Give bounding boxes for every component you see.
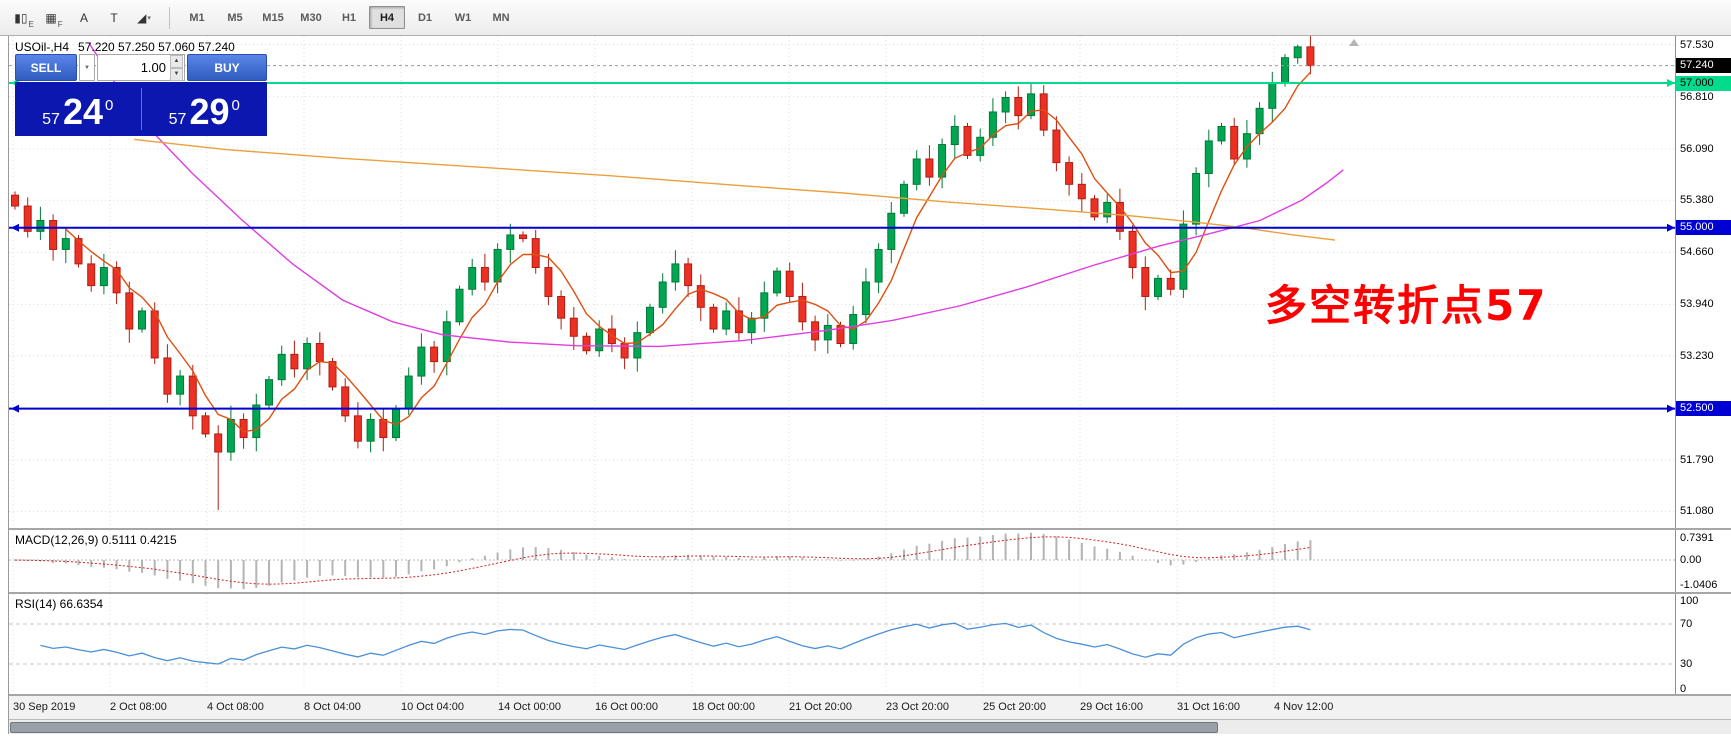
time-axis[interactable]: 30 Sep 2019 2 Oct 08:00 4 Oct 08:00 8 Oct 0… <box>9 696 1731 720</box>
volume-value: 1.00 <box>140 60 166 75</box>
buy-price-sup: 0 <box>231 97 240 114</box>
buy-price-pips: 29 <box>189 91 230 132</box>
grid-tool-icon[interactable]: ▦ F <box>45 10 63 30</box>
rsi-axis-label: 0 <box>1680 683 1687 695</box>
time-axis-label: 16 Oct 00:00 <box>595 701 658 713</box>
time-axis-label: 14 Oct 00:00 <box>498 701 561 713</box>
time-axis-label: 4 Oct 08:00 <box>207 701 264 713</box>
price-tag: 57.000 <box>1676 75 1731 91</box>
label-tool-icon[interactable]: T <box>110 10 118 25</box>
price-tag: 57.240 <box>1676 58 1731 74</box>
toolbar-separator <box>169 6 170 29</box>
sell-price-pips: 24 <box>62 91 103 132</box>
time-axis-label: 31 Oct 16:00 <box>1177 701 1240 713</box>
timeframe-w1[interactable]: W1 <box>454 11 472 24</box>
sell-price-sup: 0 <box>105 97 114 114</box>
time-axis-label: 4 Nov 12:00 <box>1274 701 1334 713</box>
sell-button[interactable]: SELL <box>15 54 77 81</box>
macd-axis: 0.7391 0.00 -1.0406 <box>1675 530 1731 592</box>
time-axis-label: 25 Oct 20:00 <box>983 701 1046 713</box>
price-axis-label: 56.090 <box>1680 142 1714 155</box>
sell-price: 57 24 0 <box>15 82 141 136</box>
rsi-pane[interactable]: RSI(14) 66.6354 100 70 30 0 <box>9 594 1731 696</box>
rsi-label: RSI(14) 66.6354 <box>15 597 104 611</box>
price-axis-label: 53.940 <box>1680 298 1714 311</box>
chart-shift-marker-icon[interactable] <box>1349 39 1359 46</box>
spinner-up-icon[interactable]: ▲ <box>170 54 183 68</box>
price-axis-label: 54.660 <box>1680 246 1714 259</box>
timeframe-h1[interactable]: H1 <box>341 11 357 24</box>
chart-annotation-text: 多空转折点57 <box>1265 281 1548 330</box>
chart-window: USOil-,H4 57.220 57.250 57.060 57.240 SE… <box>8 36 1731 734</box>
expert-tool-icon[interactable]: ▮▯ E <box>14 10 34 30</box>
price-tag: 55.000 <box>1676 220 1731 236</box>
shapes-tool-icon[interactable]: ◢ ▾ <box>137 10 151 25</box>
price-axis-label: 51.080 <box>1680 505 1714 518</box>
price-divider <box>140 88 142 130</box>
rsi-indicator <box>9 594 1676 694</box>
time-axis-label: 18 Oct 00:00 <box>692 701 755 713</box>
sell-price-main: 57 <box>42 111 60 128</box>
rsi-axis-label: 70 <box>1680 618 1693 630</box>
timeframe-buttons-group: M1 M5 M15 M30 H1 H4 D1 W1 MN <box>179 6 521 29</box>
volume-spinner[interactable]: ▲ ▼ <box>170 54 183 81</box>
rsi-axis-label: 100 <box>1680 595 1699 607</box>
macd-indicator <box>9 530 1676 592</box>
price-axis-label: 57.530 <box>1680 38 1714 51</box>
bid-ask-display: 57 24 0 57 29 0 <box>15 82 267 136</box>
time-axis-label: 23 Oct 20:00 <box>886 701 949 713</box>
time-axis-label: 2 Oct 08:00 <box>110 701 167 713</box>
timeframe-mn[interactable]: MN <box>492 11 510 24</box>
timeframe-d1[interactable]: D1 <box>417 11 433 24</box>
scrollbar-thumb[interactable] <box>10 722 1219 733</box>
price-axis-label: 53.230 <box>1680 349 1714 362</box>
timeframe-m1[interactable]: M1 <box>189 11 205 24</box>
time-axis-label: 10 Oct 04:00 <box>401 701 464 713</box>
macd-pane[interactable]: MACD(12,26,9) 0.5111 0.4215 0.7391 0.00 -1… <box>9 530 1731 594</box>
macd-axis-label: 0.00 <box>1680 554 1702 567</box>
candlestick-chart[interactable] <box>9 36 1676 528</box>
symbol-period-label: USOil-,H4 <box>15 40 70 54</box>
time-axis-label: 21 Oct 20:00 <box>789 701 852 713</box>
ma-fast-line <box>65 71 1311 433</box>
drawing-tools-group: ▮▯ E ▦ F A T ◢ ▾ <box>10 5 160 30</box>
time-axis-label: 29 Oct 16:00 <box>1080 701 1143 713</box>
price-axis-label: 56.810 <box>1680 90 1714 103</box>
buy-price-main: 57 <box>168 111 187 128</box>
rsi-axis: 100 70 30 0 <box>1675 594 1731 695</box>
price-axis[interactable]: 57.530 56.810 56.090 55.380 54.660 53.940 53.2… <box>1675 36 1731 528</box>
trade-controls-row: SELL ▼ 1.00 ▲ ▼ BUY <box>15 54 267 81</box>
spinner-down-icon[interactable]: ▼ <box>170 67 183 81</box>
macd-axis-label: 0.7391 <box>1680 532 1714 544</box>
rsi-line <box>40 622 1311 665</box>
chart-ohlc-title: USOil-,H4 57.220 57.250 57.060 57.240 <box>15 40 235 54</box>
timeframe-m15[interactable]: M15 <box>262 11 284 24</box>
buy-price: 57 29 0 <box>142 82 268 136</box>
rsi-axis-label: 30 <box>1680 658 1693 670</box>
ma-slow-line <box>134 138 1336 241</box>
price-axis-label: 55.380 <box>1680 194 1714 207</box>
time-axis-label: 8 Oct 04:00 <box>304 701 361 713</box>
ohlc-values: 57.220 57.250 57.060 57.240 <box>78 40 235 54</box>
macd-label: MACD(12,26,9) 0.5111 0.4215 <box>15 533 177 547</box>
price-axis-label: 51.790 <box>1680 453 1714 466</box>
timeframe-m5[interactable]: M5 <box>227 11 243 24</box>
horizontal-scrollbar[interactable] <box>9 720 1731 734</box>
macd-axis-label: -1.0406 <box>1680 579 1718 591</box>
chevron-down-icon: ▼ <box>84 64 90 71</box>
ma-mid-line <box>88 42 1344 348</box>
volume-preset-dropdown[interactable]: ▼ <box>79 54 95 81</box>
toolbar: ▮▯ E ▦ F A T ◢ ▾ M1 M5 M15 M30 H1 H4 D1 W1 MN <box>0 0 1731 36</box>
time-axis-label: 30 Sep 2019 <box>13 701 76 713</box>
timeframe-h4[interactable]: H4 <box>369 6 405 29</box>
timeframe-m30[interactable]: M30 <box>300 11 322 24</box>
macd-histogram <box>14 532 1312 590</box>
price-tag: 52.500 <box>1676 401 1731 417</box>
one-click-trading-panel: SELL ▼ 1.00 ▲ ▼ BUY 57 <box>15 54 267 136</box>
volume-input[interactable]: 1.00 ▲ ▼ <box>97 54 185 81</box>
text-tool-icon[interactable]: A <box>79 10 88 25</box>
buy-button[interactable]: BUY <box>187 54 267 81</box>
price-pane[interactable]: USOil-,H4 57.220 57.250 57.060 57.240 SE… <box>9 36 1731 530</box>
macd-signal-line <box>14 536 1311 585</box>
